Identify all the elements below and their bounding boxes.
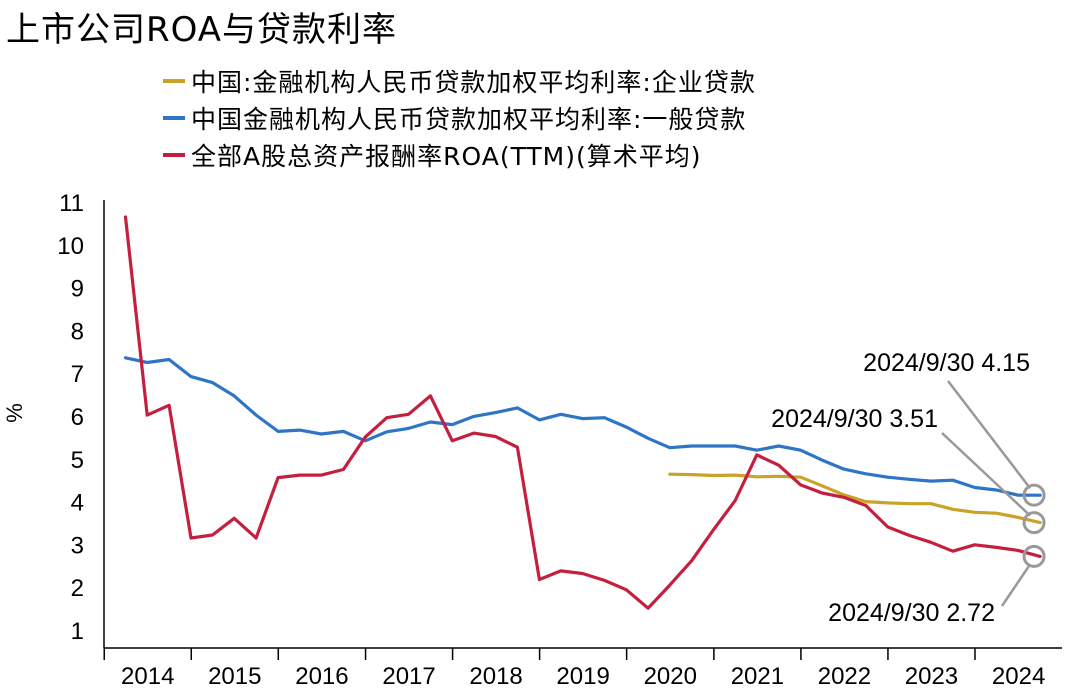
series-line-3: [123, 215, 1042, 610]
annotation-marker: [1022, 483, 1046, 507]
x-tick-label: 2018: [469, 663, 522, 690]
y-tick-label: 1: [71, 618, 84, 645]
annotation-label: 2024/9/30 3.51: [771, 405, 938, 433]
annotation-marker: [1022, 544, 1046, 568]
series-layer: [123, 215, 1042, 610]
y-tick-label: 2: [71, 575, 84, 602]
y-tick-label: 6: [71, 404, 84, 431]
annotation-leader: [1000, 563, 1032, 607]
legend: 中国:金融机构人民币贷款加权平均利率:企业贷款 中国金融机构人民币贷款加权平均利率…: [163, 62, 756, 173]
legend-item: 中国:金融机构人民币贷款加权平均利率:企业贷款: [163, 62, 756, 99]
legend-label: 中国:金融机构人民币贷款加权平均利率:企业贷款: [191, 67, 756, 97]
x-tick-label: 2020: [644, 663, 697, 690]
y-tick-label: 7: [71, 361, 84, 388]
y-tick-label: 4: [71, 490, 84, 517]
legend-item: 中国金融机构人民币贷款加权平均利率:一般贷款: [163, 99, 756, 136]
x-tick-label: 2024: [992, 663, 1045, 690]
x-axis: 2014 2015 2016 2017 2018 2019 2020 2021 2022 2023…: [103, 647, 1062, 690]
y-axis: 1 2 3 4 5 6 7 8 9 10 11%: [2, 190, 105, 648]
series-line-2: [123, 356, 1042, 497]
y-tick-label: 8: [71, 318, 84, 345]
x-tick-label: 2017: [382, 663, 435, 690]
legend-label: 中国金融机构人民币贷款加权平均利率:一般贷款: [191, 104, 747, 134]
x-tick-label: 2015: [208, 663, 261, 690]
annotation-label: 2024/9/30 4.15: [863, 349, 1030, 377]
x-tick-label: 2021: [731, 663, 784, 690]
legend-swatch: [163, 115, 185, 120]
y-tick-label: 10: [57, 233, 84, 260]
legend-swatch: [163, 152, 185, 157]
y-tick-label: 9: [71, 276, 84, 303]
x-tick-label: 2023: [905, 663, 958, 690]
x-tick-label: 2019: [556, 663, 609, 690]
x-tick-label: 2014: [121, 663, 174, 690]
y-tick-label: 11: [59, 190, 84, 217]
chart-title: 上市公司ROA与贷款利率: [6, 10, 398, 50]
x-tick-label: 2016: [295, 663, 348, 690]
annotation-layer: 2024/9/30 4.15 2024/9/30 3.51 2024/9/30 2.…: [771, 349, 1046, 627]
series-line-1: [668, 472, 1042, 525]
y-tick-label: 5: [71, 447, 84, 474]
x-tick-label: 2022: [818, 663, 871, 690]
y-tick-label: 3: [71, 532, 84, 559]
annotation-marker: [1022, 511, 1046, 535]
annotation-leader: [941, 432, 1031, 517]
y-axis-label: %: [2, 403, 27, 423]
legend-label: 全部A股总资产报酬率ROA(TTM)(算术平均): [191, 141, 702, 171]
legend-item: 全部A股总资产报酬率ROA(TTM)(算术平均): [163, 136, 756, 173]
legend-swatch: [163, 78, 185, 83]
annotation-leader: [947, 380, 1032, 489]
annotation-label: 2024/9/30 2.72: [828, 599, 995, 627]
